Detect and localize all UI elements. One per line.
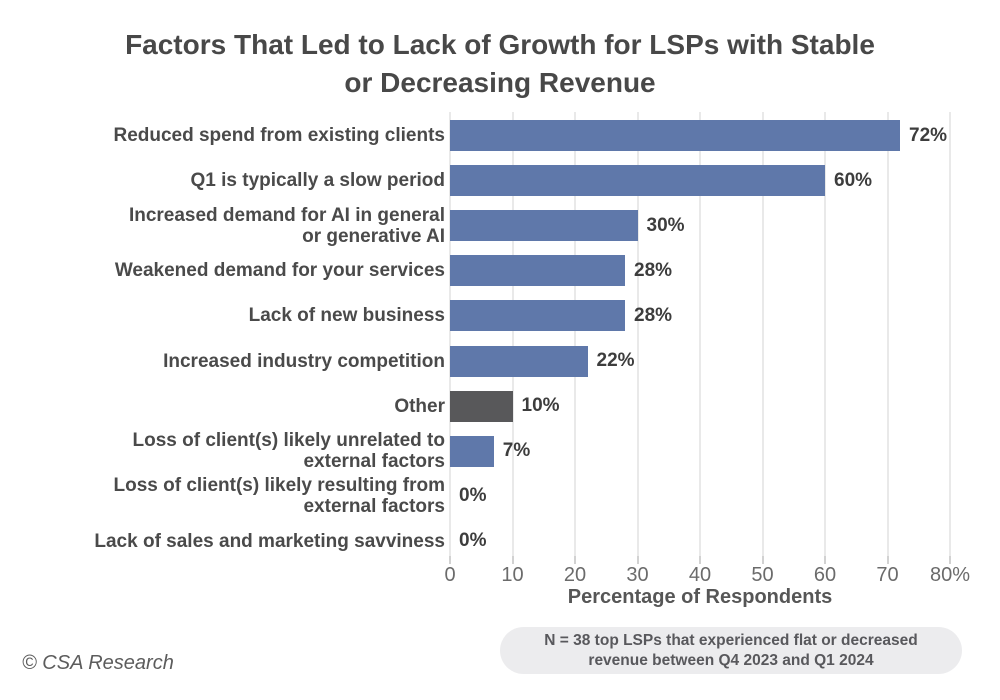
bar-row: Lack of new business 28% bbox=[0, 293, 1000, 338]
bar bbox=[450, 120, 900, 151]
category-label: Reduced spend from existing clients bbox=[113, 125, 445, 146]
bar bbox=[450, 210, 638, 242]
bar-row: Other 10% bbox=[0, 384, 1000, 429]
category-label: Increased industry competition bbox=[163, 350, 445, 372]
category-label: Increased demand for AI in general or ge… bbox=[128, 204, 445, 247]
bar-row: Increased demand for AI in general or ge… bbox=[0, 203, 1000, 248]
x-axis-tick-label: 80% bbox=[929, 564, 971, 586]
x-gridline bbox=[761, 112, 764, 556]
x-gridline bbox=[699, 112, 701, 556]
x-gridline bbox=[824, 112, 826, 556]
value-label: 0% bbox=[459, 530, 487, 552]
bar bbox=[450, 300, 625, 332]
x-gridline bbox=[636, 112, 639, 556]
category-label: Lack of new business bbox=[248, 305, 445, 327]
bar bbox=[450, 345, 588, 377]
value-label: 0% bbox=[459, 485, 487, 507]
bar bbox=[450, 435, 494, 467]
x-gridline bbox=[949, 112, 951, 556]
category-label: Q1 is typically a slow period bbox=[190, 170, 445, 192]
copyright-text: © CSA Research bbox=[22, 652, 174, 674]
bar bbox=[450, 390, 513, 422]
value-label: 28% bbox=[634, 259, 673, 281]
x-axis-title: Percentage of Respondents bbox=[567, 586, 833, 608]
x-gridline bbox=[574, 112, 576, 556]
x-axis-tick-label: 40 bbox=[688, 564, 712, 586]
bar bbox=[450, 255, 625, 287]
x-axis-tick-label: 0 bbox=[444, 564, 456, 586]
value-label: 10% bbox=[521, 395, 560, 417]
x-axis-tick-label: 50 bbox=[751, 564, 774, 586]
value-label: 7% bbox=[502, 440, 531, 462]
bar-row: Increased industry competition 22% bbox=[0, 339, 1000, 384]
chart-title: Factors That Led to Lack of Growth for L… bbox=[125, 29, 875, 98]
value-label: 28% bbox=[634, 304, 673, 326]
category-label: Other bbox=[394, 395, 445, 417]
bar-row: Reduced spend from existing clients 72% bbox=[0, 113, 1000, 158]
x-axis-tick bbox=[449, 556, 451, 564]
x-gridline bbox=[449, 112, 451, 556]
sample-note: N = 38 top LSPs that experienced flat or… bbox=[500, 627, 962, 674]
x-axis-tick bbox=[699, 556, 701, 564]
bar-row: Q1 is typically a slow period 60% bbox=[0, 158, 1000, 203]
bar-row: Loss of client(s) likely unrelated to ex… bbox=[0, 429, 1000, 474]
category-label: Loss of client(s) likely resulting from … bbox=[113, 475, 445, 518]
x-gridline bbox=[886, 112, 889, 556]
bar-row: Weakened demand for your services 28% bbox=[0, 248, 1000, 293]
x-axis-tick bbox=[636, 556, 639, 564]
x-axis-tick-label: 60 bbox=[813, 564, 837, 586]
x-gridline bbox=[511, 112, 514, 556]
value-label: 22% bbox=[596, 350, 635, 371]
x-axis-tick bbox=[761, 556, 764, 564]
x-axis-tick bbox=[949, 556, 951, 564]
x-axis-tick bbox=[886, 556, 889, 564]
category-label: Loss of client(s) likely unrelated to ex… bbox=[132, 430, 445, 473]
bar bbox=[450, 165, 825, 197]
x-axis-tick-label: 70 bbox=[876, 564, 899, 586]
x-axis-tick-label: 20 bbox=[563, 564, 587, 586]
x-axis-tick bbox=[574, 556, 576, 564]
value-label: 30% bbox=[646, 214, 685, 236]
x-axis-tick-label: 30 bbox=[626, 564, 649, 586]
x-axis-tick-label: 10 bbox=[501, 564, 524, 586]
category-label: Lack of sales and marketing savviness bbox=[94, 530, 445, 552]
x-axis-tick bbox=[511, 556, 514, 564]
value-label: 60% bbox=[834, 169, 873, 191]
category-label: Weakened demand for your services bbox=[114, 260, 445, 282]
bar-row: Loss of client(s) likely resulting from … bbox=[0, 474, 1000, 519]
bar-row: Lack of sales and marketing savviness 0% bbox=[0, 519, 1000, 564]
x-axis-tick bbox=[824, 556, 826, 564]
value-label: 72% bbox=[909, 124, 948, 146]
